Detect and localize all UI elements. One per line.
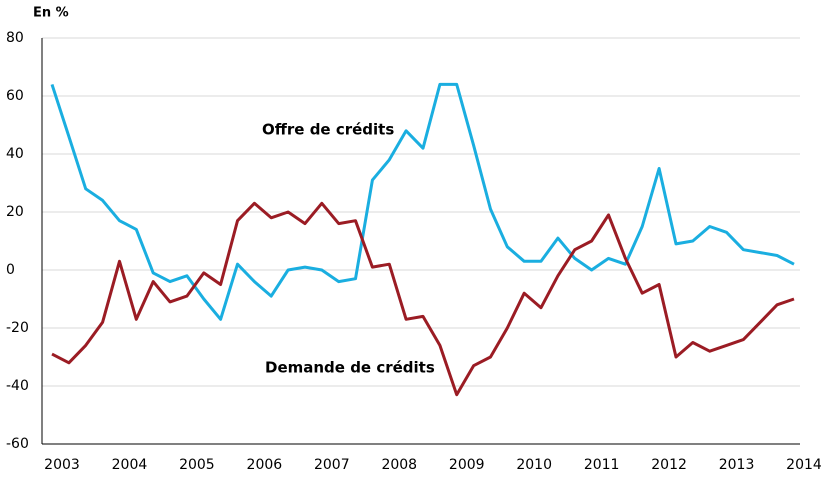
y-unit-label: En % [33, 6, 69, 21]
y-tick-label: -60 [6, 436, 29, 452]
y-tick-label: 40 [6, 146, 24, 162]
x-tick-label: 2013 [719, 457, 755, 473]
y-tick-label: 80 [6, 30, 24, 46]
x-tick-label: 2003 [44, 457, 80, 473]
y-tick-label: -40 [6, 378, 29, 394]
y-tick-label: 0 [6, 262, 15, 278]
y-tick-label: 60 [6, 88, 24, 104]
x-tick-label: 2010 [516, 457, 552, 473]
x-tick-label: 2004 [112, 457, 148, 473]
y-tick-label: -20 [6, 320, 29, 336]
x-tick-label: 2009 [449, 457, 485, 473]
series-label: Demande de crédits [265, 359, 435, 377]
series-line [51, 201, 795, 397]
x-tick-label: 2011 [584, 457, 620, 473]
series-label: Offre de crédits [262, 121, 394, 139]
x-tick-label: 2014 [786, 457, 822, 473]
x-tick-label: 2005 [179, 457, 215, 473]
x-tick-label: 2008 [381, 457, 417, 473]
x-tick-label: 2007 [314, 457, 350, 473]
x-tick-label: 2006 [247, 457, 283, 473]
series-line [50, 82, 795, 321]
x-tick-label: 2012 [651, 457, 687, 473]
y-tick-label: 20 [6, 204, 24, 220]
